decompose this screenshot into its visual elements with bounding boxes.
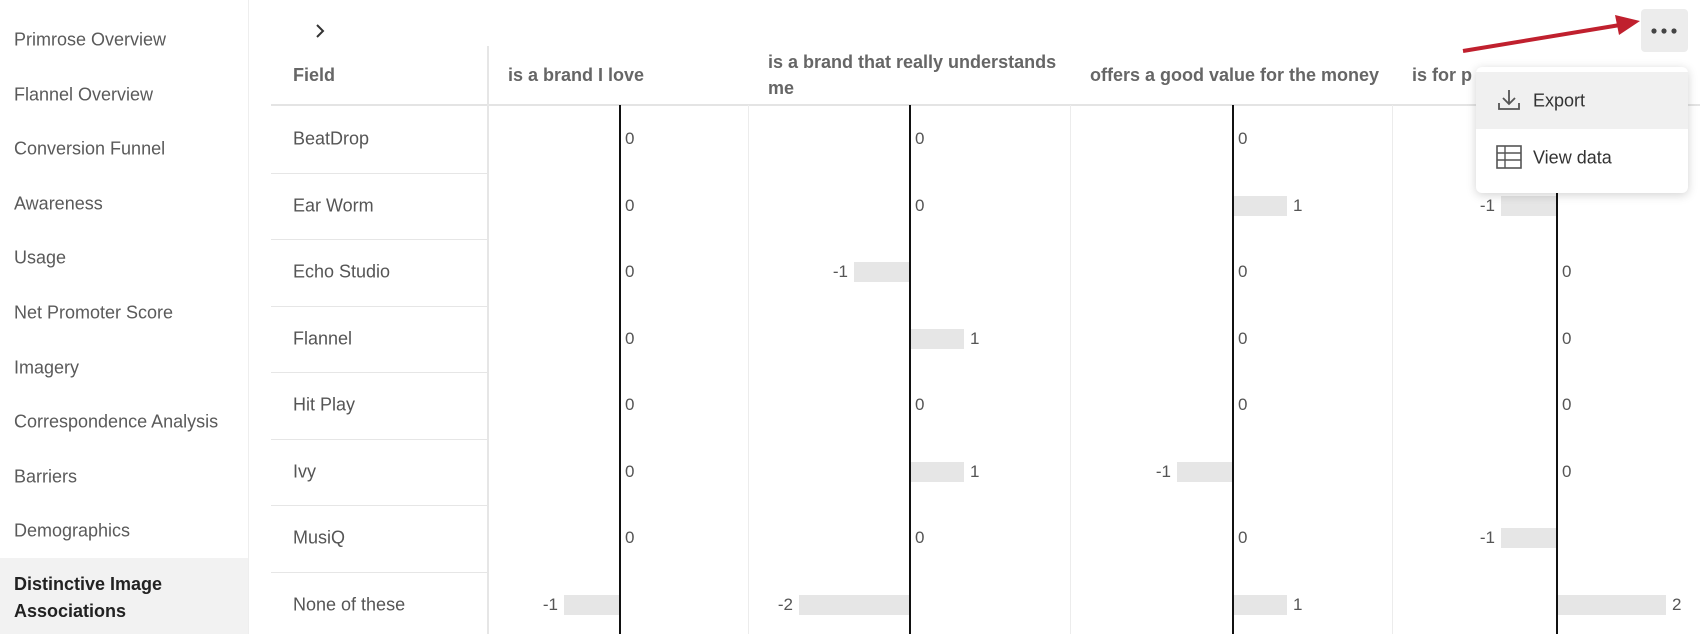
- sidebar-item[interactable]: Imagery: [14, 357, 80, 378]
- value-label: -2: [777, 594, 793, 614]
- value-label: 0: [1562, 328, 1572, 348]
- menu-label[interactable]: Export: [1533, 90, 1586, 110]
- dropdown-menu: Export View data: [1476, 67, 1688, 193]
- row-label: Flannel: [293, 328, 353, 348]
- menu-label[interactable]: View data: [1533, 147, 1612, 167]
- bar: [1556, 594, 1666, 615]
- value-label: -1: [1479, 528, 1495, 547]
- arrow: [1462, 23, 1621, 53]
- value-label: 0: [625, 195, 635, 215]
- value-label: 0: [1238, 262, 1248, 281]
- row-label: Ear Worm: [293, 195, 374, 215]
- value-label: 1: [970, 328, 980, 348]
- sidebar-item[interactable]: Demographics: [14, 520, 131, 541]
- sidebar-item[interactable]: Awareness: [14, 193, 103, 214]
- bar: [799, 594, 909, 615]
- value-label: 0: [625, 262, 635, 281]
- value-label: 0: [1562, 461, 1572, 481]
- value-label: 0: [1238, 528, 1248, 547]
- value-label: 0: [625, 395, 635, 414]
- bar: [909, 461, 964, 482]
- row-label: Hit Play: [293, 394, 356, 415]
- row-divider: [271, 372, 487, 373]
- bar: [564, 594, 619, 615]
- value-label: 0: [915, 528, 925, 547]
- bar: [909, 328, 964, 349]
- column-header: is a brand that really understands me: [768, 52, 1057, 98]
- bar: [1501, 528, 1556, 548]
- value-label: 0: [1562, 262, 1572, 281]
- sidebar-item[interactable]: Barriers: [14, 466, 78, 487]
- value-label: 0: [625, 129, 635, 148]
- value-label: 0: [625, 328, 635, 348]
- row-divider: [271, 571, 487, 573]
- value-label: 0: [625, 528, 635, 547]
- value-label: -1: [832, 262, 848, 281]
- row-label: None of these: [293, 594, 406, 614]
- sidebar-item[interactable]: Correspondence Analysis: [14, 411, 219, 432]
- column-header: Field: [293, 65, 336, 85]
- row-label: Ivy: [293, 461, 317, 481]
- bar: [1501, 195, 1556, 216]
- row-divider: [271, 505, 487, 506]
- value-label: -1: [542, 594, 558, 614]
- zero-axis: [909, 105, 911, 634]
- row-label: MusiQ: [293, 527, 346, 548]
- row-divider: [271, 305, 487, 307]
- header-divider: [271, 104, 1700, 106]
- row-divider: [271, 239, 487, 240]
- value-label: 1: [970, 461, 980, 481]
- chevron[interactable]: [312, 22, 328, 40]
- bar: [1232, 195, 1287, 216]
- sidebar-selected[interactable]: Distinctive Image Associations: [0, 558, 248, 634]
- bar: [1177, 461, 1232, 482]
- sidebar-item[interactable]: Usage: [14, 247, 67, 268]
- row-label: Echo Studio: [293, 261, 391, 282]
- field-divider: [487, 46, 489, 634]
- value-label: -1: [1479, 195, 1495, 215]
- sidebar: Distinctive Image Associations Primrose …: [0, 0, 249, 634]
- column-header: is a brand I love: [508, 65, 645, 85]
- value-label: 0: [625, 461, 635, 481]
- sidebar-item[interactable]: Primrose Overview: [14, 29, 167, 50]
- value-label: 1: [1293, 195, 1303, 215]
- value-label: 0: [1562, 395, 1572, 414]
- value-label: 0: [915, 129, 925, 148]
- sidebar-item[interactable]: Net Promoter Score: [14, 302, 174, 323]
- row-divider: [271, 438, 487, 440]
- value-label: 0: [1238, 129, 1248, 148]
- value-label: 0: [915, 395, 925, 414]
- row-label: BeatDrop: [293, 128, 370, 149]
- menu-item[interactable]: View data: [1476, 129, 1688, 186]
- sidebar-item[interactable]: Conversion Funnel: [14, 138, 166, 159]
- zero-axis: [619, 105, 621, 634]
- value-label: 2: [1672, 594, 1682, 614]
- column-divider: [748, 105, 749, 634]
- value-label: 1: [1293, 594, 1303, 614]
- arrow-head: [1615, 15, 1640, 35]
- value-label: 0: [1238, 395, 1248, 414]
- sidebar-item[interactable]: Flannel Overview: [14, 84, 154, 105]
- menu-item[interactable]: Export: [1476, 72, 1688, 129]
- zero-axis: [1232, 105, 1234, 634]
- value-label: -1: [1155, 461, 1171, 481]
- sidebar-item[interactable]: Distinctive Image Associations: [14, 574, 163, 621]
- row-divider: [271, 172, 487, 174]
- bar: [1232, 594, 1287, 615]
- bar: [854, 262, 909, 282]
- zero-axis: [1556, 105, 1558, 634]
- column-header: offers a good value for the money: [1090, 65, 1380, 85]
- value-label: 0: [1238, 328, 1248, 348]
- value-label: 0: [915, 195, 925, 215]
- column-divider: [1392, 105, 1393, 634]
- column-divider: [1070, 105, 1071, 634]
- column-header: is for p: [1412, 65, 1473, 85]
